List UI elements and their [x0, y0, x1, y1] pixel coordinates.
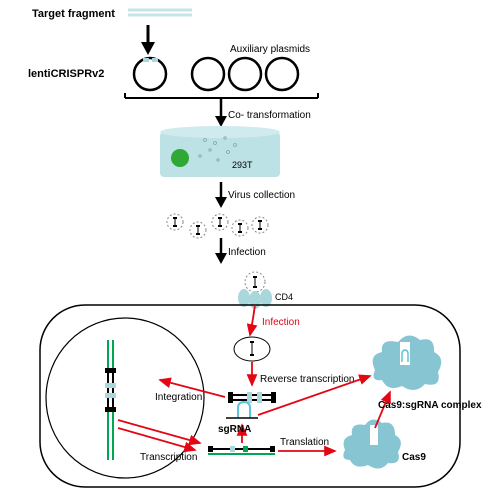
- aux-plasmid-2: [229, 58, 261, 90]
- aux-plasmid-3: [266, 58, 298, 90]
- mrna-transcript: [208, 446, 275, 454]
- aux-plasmid-1: [192, 58, 224, 90]
- cas9-label: Cas9: [402, 452, 426, 463]
- cd4-label: CD4: [275, 292, 293, 302]
- transcription-label: Transcription: [140, 452, 197, 463]
- dsdna-cytoplasm: [228, 392, 276, 403]
- infection2-label: Infection: [262, 317, 300, 328]
- lenticrisprv2-label: lentiCRISPRv2: [28, 68, 104, 80]
- workflow-diagram: Target fragment Auxiliary plasmids lenti…: [0, 0, 503, 500]
- translation-label: Translation: [280, 437, 329, 448]
- sgrna-label: sgRNA: [218, 424, 251, 435]
- sgrna-hairpin: [226, 402, 258, 418]
- cas9-complex-label: Cas9:sgRNA complex: [378, 400, 482, 411]
- plasmid-insert-1: [143, 58, 149, 62]
- reverse-transcription-label: Reverse transcription: [260, 374, 354, 385]
- cas9-sgrna-complex: [373, 335, 442, 390]
- plasmid-main: [134, 58, 166, 90]
- integrated-genome: [105, 340, 116, 460]
- co-transformation-label: Co- transformation: [228, 110, 311, 121]
- target-fragment-label: Target fragment: [32, 8, 115, 20]
- auxiliary-plasmids-label: Auxiliary plasmids: [230, 44, 310, 55]
- cas9-protein: [343, 419, 401, 468]
- cell-293t-label: 293T: [232, 160, 253, 170]
- plasmid-insert-2: [152, 58, 158, 62]
- virus-docking: CD4: [238, 272, 293, 309]
- dish-293t: 293T: [160, 126, 280, 177]
- integration-label: Integration: [155, 392, 202, 403]
- virus-particles: [167, 214, 268, 238]
- infection-label: Infection: [228, 247, 266, 258]
- virus-collection-label: Virus collection: [228, 190, 295, 201]
